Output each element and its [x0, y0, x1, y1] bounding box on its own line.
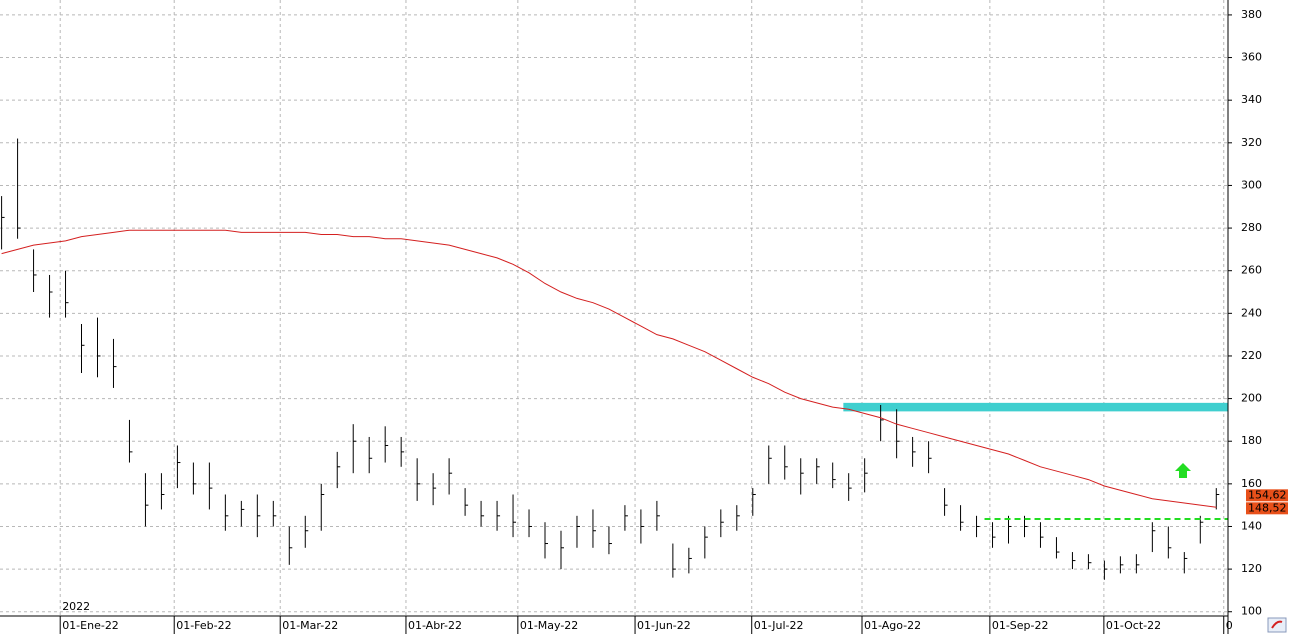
x-tick-label: 0 — [1226, 619, 1233, 632]
last-value-label: 148,52 — [1248, 501, 1287, 514]
corner-icon — [1267, 617, 1287, 633]
y-tick-label: 340 — [1241, 93, 1262, 106]
x-tick-label: 01-Abr-22 — [408, 619, 462, 632]
y-tick-label: 280 — [1241, 221, 1262, 234]
y-tick-label: 360 — [1241, 51, 1262, 64]
x-tick-label: 01-Jul-22 — [754, 619, 804, 632]
y-tick-label: 220 — [1241, 349, 1262, 362]
up-arrow — [1175, 463, 1191, 478]
x-tick-label: 01-Mar-22 — [282, 619, 338, 632]
last-value-box — [1246, 502, 1288, 515]
y-tick-label: 240 — [1241, 306, 1262, 319]
y-tick-label: 260 — [1241, 264, 1262, 277]
y-tick-label: 300 — [1241, 178, 1262, 191]
y-tick-label: 380 — [1241, 8, 1262, 21]
plot — [1, 138, 1228, 580]
x-tick-label: 01-Ene-22 — [62, 619, 119, 632]
last-value-label: 154,62 — [1248, 488, 1287, 501]
resistance-zone — [843, 402, 1228, 412]
year-label: 2022 — [62, 600, 90, 613]
x-tick-label: 01-Oct-22 — [1106, 619, 1161, 632]
y-tick-label: 140 — [1241, 519, 1262, 532]
x-tick-label: 01-Ago-22 — [864, 619, 921, 632]
y-tick-label: 200 — [1241, 392, 1262, 405]
moving-average — [1, 229, 1217, 508]
y-tick-label: 100 — [1241, 605, 1262, 618]
y-tick-label: 160 — [1241, 477, 1262, 490]
y-tick-label: 180 — [1241, 434, 1262, 447]
x-tick-label: 01-May-22 — [520, 619, 578, 632]
last-value-box — [1246, 489, 1288, 502]
y-tick-label: 120 — [1241, 562, 1262, 575]
x-tick-label: 01-Jun-22 — [637, 619, 691, 632]
x-tick-label: 01-Sep-22 — [992, 619, 1049, 632]
grid — [0, 0, 1228, 616]
y-tick-label: 320 — [1241, 136, 1262, 149]
x-tick-label: 01-Feb-22 — [176, 619, 231, 632]
